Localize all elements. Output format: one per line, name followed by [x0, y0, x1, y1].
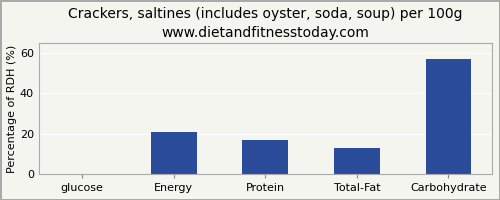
Title: Crackers, saltines (includes oyster, soda, soup) per 100g
www.dietandfitnesstoda: Crackers, saltines (includes oyster, sod… [68, 7, 462, 40]
Bar [242, 140, 288, 174]
Bar [334, 148, 380, 174]
Y-axis label: Percentage of RDH (%): Percentage of RDH (%) [7, 44, 17, 173]
Bar [426, 59, 472, 174]
Bar [151, 132, 196, 174]
